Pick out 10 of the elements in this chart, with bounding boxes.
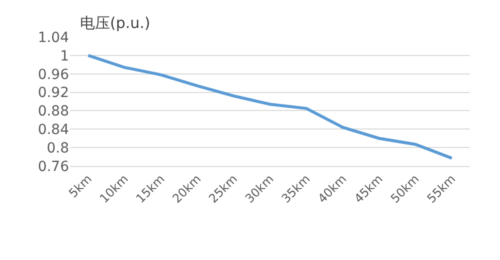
y-tick-label: 0.88 bbox=[38, 104, 69, 120]
y-tick-label: 0.8 bbox=[46, 140, 69, 156]
y-tick-label: 0.96 bbox=[38, 66, 70, 83]
y-axis-title: 电压(p.u.) bbox=[80, 14, 150, 32]
y-tick-label: 0.84 bbox=[38, 122, 70, 138]
y-tick-label: 1.04 bbox=[38, 30, 70, 46]
y-tick-label: 0.92 bbox=[38, 85, 69, 102]
line-series bbox=[86, 54, 454, 160]
y-tick-label: 0.76 bbox=[38, 158, 70, 175]
y-tick-label: 1 bbox=[60, 48, 69, 64]
